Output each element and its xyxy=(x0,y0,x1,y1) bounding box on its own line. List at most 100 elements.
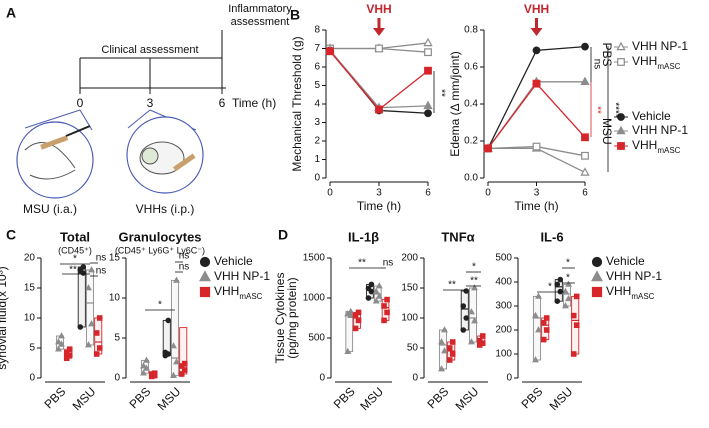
marker xyxy=(476,338,483,344)
x-tick-label: PBS xyxy=(424,384,451,411)
legend-label: VHHmASC xyxy=(214,284,263,300)
marker xyxy=(381,317,387,324)
y-tick-label: 0 xyxy=(319,373,325,384)
timeline-tick-label: 3 xyxy=(147,96,154,110)
panel-letter: A xyxy=(6,5,16,21)
marker xyxy=(557,288,564,295)
marker xyxy=(591,256,603,268)
marker xyxy=(423,100,433,110)
box xyxy=(85,269,95,346)
significance-label: ns xyxy=(179,262,190,273)
chart-subtitle: (CD45⁺ Ly6G⁺ Ly6C⁻) xyxy=(115,245,205,255)
y-tick-label: 0.0 xyxy=(464,173,478,184)
inflammatory-label: assessment xyxy=(231,16,290,28)
significance-label: ns xyxy=(179,251,190,262)
x-tick-label: MSU xyxy=(357,384,386,413)
marker xyxy=(381,303,387,309)
marker xyxy=(178,371,185,377)
legend-subscript: mASC xyxy=(657,62,680,71)
marker xyxy=(347,307,355,314)
arrow-head xyxy=(373,28,385,36)
marker xyxy=(535,326,542,333)
legend-group-label: PBS xyxy=(600,42,614,66)
marker xyxy=(173,358,180,365)
legend-label: VHH NP-1 xyxy=(214,269,270,283)
y-tick-label: 15 xyxy=(24,283,36,294)
marker xyxy=(170,342,177,349)
marker xyxy=(199,270,211,282)
marker xyxy=(80,264,87,270)
marker xyxy=(591,270,603,282)
legend-name: VHH xyxy=(632,138,657,152)
timeline-tick-label: 6 xyxy=(219,96,226,110)
chart-title: IL-6 xyxy=(540,229,563,244)
box xyxy=(562,283,572,307)
significance-label: ** xyxy=(435,89,446,97)
marker xyxy=(375,282,383,289)
legend-name: Vehicle xyxy=(214,254,253,268)
y-tick-label: 0 xyxy=(412,373,418,384)
marker xyxy=(55,345,62,352)
chart-subtitle: (CD45⁺) xyxy=(58,245,92,255)
marker xyxy=(55,338,62,345)
marker xyxy=(535,292,542,299)
zoom-line xyxy=(24,109,81,129)
marker xyxy=(532,311,539,318)
x-tick-label: MSU xyxy=(155,384,184,413)
panel-letter: D xyxy=(278,227,288,243)
marker xyxy=(140,362,147,369)
box xyxy=(468,287,478,343)
marker xyxy=(375,44,383,53)
marker xyxy=(463,288,470,294)
marker xyxy=(372,297,380,304)
x-tick-label: MSU xyxy=(70,384,99,413)
y-tick-label: 500 xyxy=(308,333,325,344)
y-tick-label: 8 xyxy=(314,25,320,36)
timeline: Clinical assessment Inflammatory assessm… xyxy=(16,3,292,216)
clinical-label: Clinical assessment xyxy=(101,44,198,56)
marker xyxy=(375,292,383,299)
syringe xyxy=(40,135,69,150)
marker xyxy=(96,315,103,321)
marker xyxy=(326,47,334,56)
marker xyxy=(543,315,550,321)
marker xyxy=(616,41,626,51)
panel-letter: C xyxy=(6,227,16,243)
marker xyxy=(581,151,589,160)
y-tick-label: 4 xyxy=(314,99,320,110)
marker xyxy=(573,293,580,300)
marker xyxy=(449,351,456,357)
y-tick-label: 15 xyxy=(109,253,121,264)
timeline-unit: Time (h) xyxy=(232,96,276,110)
y-tick-label: 0.6 xyxy=(464,62,478,73)
chart-title: Granulocytes xyxy=(118,229,201,244)
marker xyxy=(85,341,92,348)
marker xyxy=(463,315,470,321)
x-tick-label: 3 xyxy=(376,188,382,199)
y-tick-label: 6 xyxy=(314,62,320,73)
cells-drawing xyxy=(141,147,159,165)
legend-label: VHH NP-1 xyxy=(606,269,662,283)
marker xyxy=(580,167,590,176)
x-tick-label: 0 xyxy=(327,188,333,199)
y-tick-label: 100 xyxy=(495,349,512,360)
chart-title: Total xyxy=(60,229,90,244)
marker xyxy=(165,317,172,324)
box xyxy=(77,266,86,328)
marker xyxy=(88,320,95,327)
marker xyxy=(365,285,372,292)
y-axis-label: Edema (Δ mm/joint) xyxy=(448,51,462,156)
series-line xyxy=(329,50,429,111)
timeline-tick-label: 0 xyxy=(77,96,84,110)
legend-subscript: mASC xyxy=(239,292,262,301)
marker xyxy=(468,308,475,315)
marker xyxy=(617,142,625,150)
marker xyxy=(151,370,158,377)
y-axis-label: Mechanical Threshold (g) xyxy=(290,36,304,171)
legend-name: VHH xyxy=(632,54,657,68)
y-tick-label: 0 xyxy=(29,373,35,384)
marker xyxy=(438,338,445,345)
marker xyxy=(617,113,625,121)
y-tick-label: 10 xyxy=(24,313,36,324)
